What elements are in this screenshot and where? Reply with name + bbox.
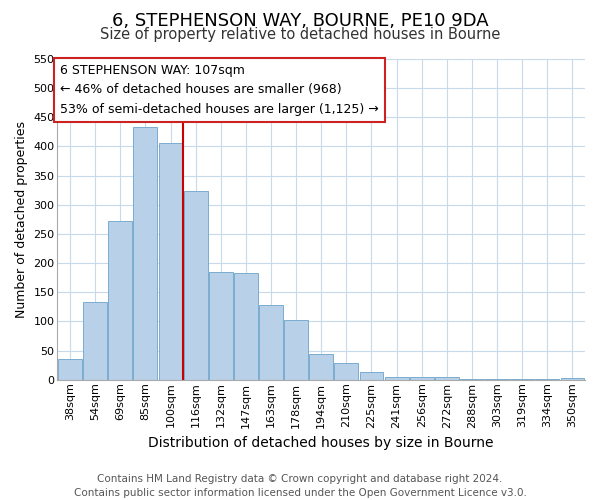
Bar [83, 302, 107, 380]
Bar [359, 372, 383, 380]
Bar [58, 360, 82, 380]
Bar [133, 127, 157, 380]
Bar [410, 377, 434, 380]
Bar [284, 320, 308, 380]
Bar [158, 143, 182, 380]
Bar [334, 364, 358, 380]
Bar [209, 272, 233, 380]
Bar [435, 377, 459, 380]
Text: Size of property relative to detached houses in Bourne: Size of property relative to detached ho… [100, 28, 500, 42]
X-axis label: Distribution of detached houses by size in Bourne: Distribution of detached houses by size … [148, 436, 494, 450]
Bar [184, 192, 208, 380]
Y-axis label: Number of detached properties: Number of detached properties [15, 121, 28, 318]
Bar [385, 377, 409, 380]
Bar [510, 378, 534, 380]
Bar [460, 378, 484, 380]
Text: Contains HM Land Registry data © Crown copyright and database right 2024.
Contai: Contains HM Land Registry data © Crown c… [74, 474, 526, 498]
Bar [234, 273, 258, 380]
Text: 6 STEPHENSON WAY: 107sqm
← 46% of detached houses are smaller (968)
53% of semi-: 6 STEPHENSON WAY: 107sqm ← 46% of detach… [60, 64, 379, 116]
Text: 6, STEPHENSON WAY, BOURNE, PE10 9DA: 6, STEPHENSON WAY, BOURNE, PE10 9DA [112, 12, 488, 30]
Bar [309, 354, 333, 380]
Bar [485, 378, 509, 380]
Bar [109, 221, 132, 380]
Bar [259, 305, 283, 380]
Bar [560, 378, 584, 380]
Bar [535, 378, 559, 380]
